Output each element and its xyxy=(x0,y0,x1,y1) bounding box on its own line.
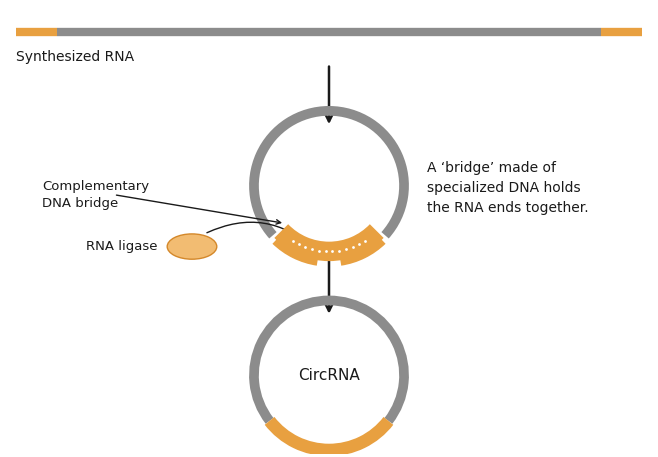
Ellipse shape xyxy=(167,234,216,259)
Text: RNA ligase: RNA ligase xyxy=(86,240,157,253)
Text: A ‘bridge’ made of
specialized DNA holds
the RNA ends together.: A ‘bridge’ made of specialized DNA holds… xyxy=(427,161,588,215)
Text: Complementary
DNA bridge: Complementary DNA bridge xyxy=(42,180,149,210)
Text: Synthesized RNA: Synthesized RNA xyxy=(16,50,134,64)
Text: CircRNA: CircRNA xyxy=(298,368,360,383)
